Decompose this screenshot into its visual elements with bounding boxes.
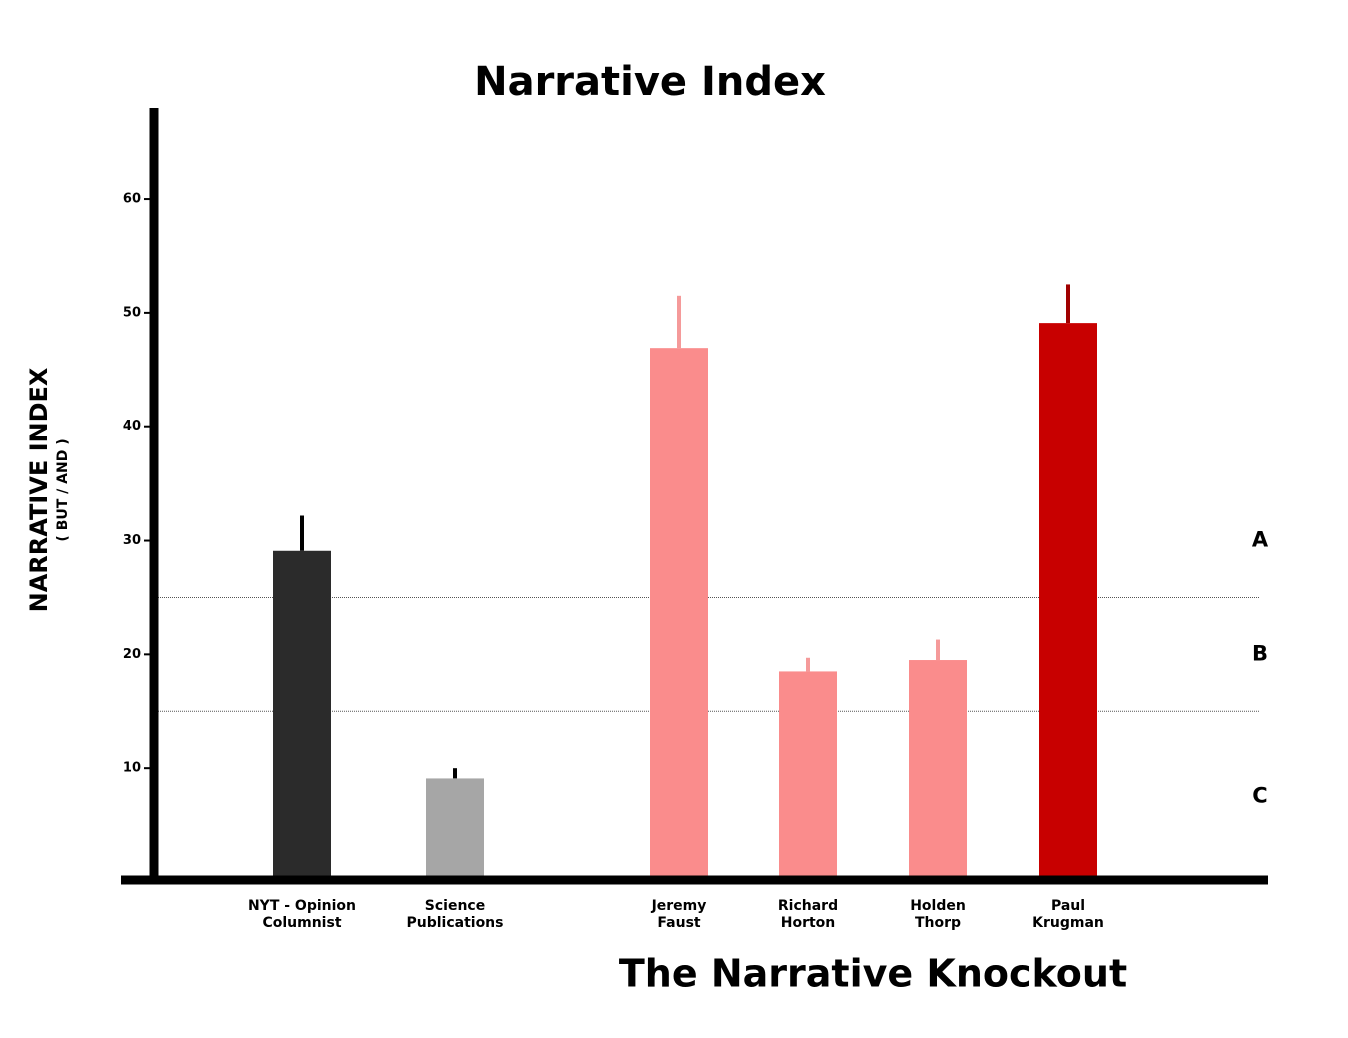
- bar: [909, 660, 967, 882]
- y-tick-label: 10: [123, 761, 141, 776]
- zone-label: B: [1252, 641, 1268, 665]
- x-tick-label: Publications: [406, 915, 503, 931]
- zone-label: C: [1252, 784, 1267, 808]
- x-axis-title: The Narrative Knockout: [619, 952, 1127, 996]
- x-tick-label: Richard: [778, 898, 838, 914]
- x-tick-label: Paul: [1051, 898, 1085, 914]
- x-tick-label: Columnist: [262, 915, 341, 931]
- x-tick-label: NYT - Opinion: [248, 898, 356, 914]
- x-tick-label: Holden: [910, 898, 966, 914]
- y-tick-label: 30: [123, 533, 141, 548]
- bar: [1039, 323, 1097, 882]
- x-tick-label: Krugman: [1032, 915, 1104, 931]
- y-tick-label: 60: [123, 192, 141, 207]
- x-tick-label: Science: [425, 898, 485, 914]
- x-tick-label: Horton: [781, 915, 836, 931]
- bar: [650, 348, 708, 883]
- bar: [273, 550, 331, 882]
- chart-title: Narrative Index: [474, 59, 826, 105]
- x-tick-label: Thorp: [915, 915, 961, 931]
- x-tick-label: Jeremy: [651, 898, 707, 914]
- y-axis-subtitle: ( BUT / AND ): [55, 438, 71, 541]
- bar: [426, 778, 484, 882]
- x-tick-label: Faust: [657, 915, 700, 931]
- zone-label: A: [1252, 528, 1269, 552]
- y-tick-label: 20: [123, 647, 141, 662]
- y-axis-title: NARRATIVE INDEX: [25, 367, 53, 612]
- bar: [779, 671, 837, 882]
- y-tick-label: 40: [123, 419, 141, 434]
- y-tick-label: 50: [123, 305, 141, 320]
